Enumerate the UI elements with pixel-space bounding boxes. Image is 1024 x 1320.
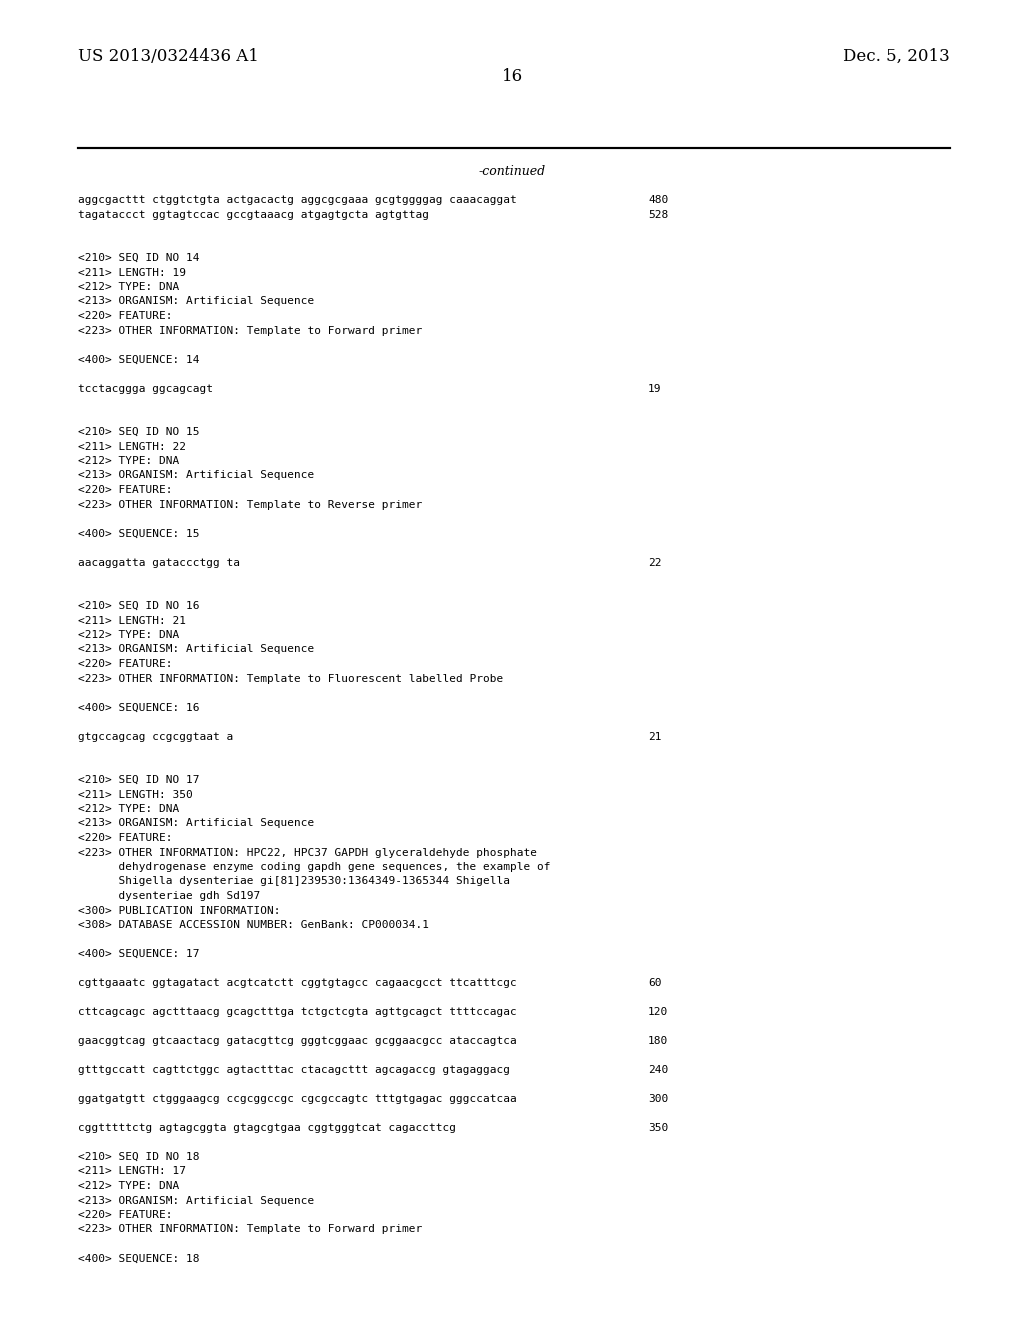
Text: <213> ORGANISM: Artificial Sequence: <213> ORGANISM: Artificial Sequence — [78, 818, 314, 829]
Text: <300> PUBLICATION INFORMATION:: <300> PUBLICATION INFORMATION: — [78, 906, 281, 916]
Text: tcctacggga ggcagcagt: tcctacggga ggcagcagt — [78, 384, 213, 393]
Text: cggtttttctg agtagcggta gtagcgtgaa cggtgggtcat cagaccttcg: cggtttttctg agtagcggta gtagcgtgaa cggtgg… — [78, 1123, 456, 1133]
Text: <211> LENGTH: 21: <211> LENGTH: 21 — [78, 615, 186, 626]
Text: <223> OTHER INFORMATION: HPC22, HPC37 GAPDH glyceraldehyde phosphate: <223> OTHER INFORMATION: HPC22, HPC37 GA… — [78, 847, 537, 858]
Text: dehydrogenase enzyme coding gapdh gene sequences, the example of: dehydrogenase enzyme coding gapdh gene s… — [78, 862, 551, 873]
Text: <223> OTHER INFORMATION: Template to Forward primer: <223> OTHER INFORMATION: Template to For… — [78, 1225, 422, 1234]
Text: -continued: -continued — [478, 165, 546, 178]
Text: 350: 350 — [648, 1123, 669, 1133]
Text: <212> TYPE: DNA: <212> TYPE: DNA — [78, 455, 179, 466]
Text: <220> FEATURE:: <220> FEATURE: — [78, 1210, 172, 1220]
Text: <400> SEQUENCE: 16: <400> SEQUENCE: 16 — [78, 702, 200, 713]
Text: 19: 19 — [648, 384, 662, 393]
Text: <210> SEQ ID NO 17: <210> SEQ ID NO 17 — [78, 775, 200, 785]
Text: <400> SEQUENCE: 17: <400> SEQUENCE: 17 — [78, 949, 200, 960]
Text: 21: 21 — [648, 731, 662, 742]
Text: Shigella dysenteriae gi[81]239530:1364349-1365344 Shigella: Shigella dysenteriae gi[81]239530:136434… — [78, 876, 510, 887]
Text: <308> DATABASE ACCESSION NUMBER: GenBank: CP000034.1: <308> DATABASE ACCESSION NUMBER: GenBank… — [78, 920, 429, 931]
Text: 60: 60 — [648, 978, 662, 987]
Text: <210> SEQ ID NO 14: <210> SEQ ID NO 14 — [78, 253, 200, 263]
Text: 240: 240 — [648, 1065, 669, 1074]
Text: <220> FEATURE:: <220> FEATURE: — [78, 833, 172, 843]
Text: <400> SEQUENCE: 15: <400> SEQUENCE: 15 — [78, 528, 200, 539]
Text: <211> LENGTH: 19: <211> LENGTH: 19 — [78, 268, 186, 277]
Text: <211> LENGTH: 350: <211> LENGTH: 350 — [78, 789, 193, 800]
Text: cttcagcagc agctttaacg gcagctttga tctgctcgta agttgcagct ttttccagac: cttcagcagc agctttaacg gcagctttga tctgctc… — [78, 1007, 517, 1016]
Text: <220> FEATURE:: <220> FEATURE: — [78, 312, 172, 321]
Text: <223> OTHER INFORMATION: Template to Forward primer: <223> OTHER INFORMATION: Template to For… — [78, 326, 422, 335]
Text: <212> TYPE: DNA: <212> TYPE: DNA — [78, 630, 179, 640]
Text: gtgccagcag ccgcggtaat a: gtgccagcag ccgcggtaat a — [78, 731, 233, 742]
Text: <220> FEATURE:: <220> FEATURE: — [78, 659, 172, 669]
Text: <400> SEQUENCE: 14: <400> SEQUENCE: 14 — [78, 355, 200, 364]
Text: <213> ORGANISM: Artificial Sequence: <213> ORGANISM: Artificial Sequence — [78, 1196, 314, 1205]
Text: <400> SEQUENCE: 18: <400> SEQUENCE: 18 — [78, 1254, 200, 1263]
Text: <212> TYPE: DNA: <212> TYPE: DNA — [78, 282, 179, 292]
Text: 120: 120 — [648, 1007, 669, 1016]
Text: tagataccct ggtagtccac gccgtaaacg atgagtgcta agtgttag: tagataccct ggtagtccac gccgtaaacg atgagtg… — [78, 210, 429, 219]
Text: gaacggtcag gtcaactacg gatacgttcg gggtcggaac gcggaacgcc ataccagtca: gaacggtcag gtcaactacg gatacgttcg gggtcgg… — [78, 1036, 517, 1045]
Text: <210> SEQ ID NO 18: <210> SEQ ID NO 18 — [78, 1152, 200, 1162]
Text: <213> ORGANISM: Artificial Sequence: <213> ORGANISM: Artificial Sequence — [78, 644, 314, 655]
Text: aacaggatta gataccctgg ta: aacaggatta gataccctgg ta — [78, 557, 240, 568]
Text: 300: 300 — [648, 1094, 669, 1104]
Text: <212> TYPE: DNA: <212> TYPE: DNA — [78, 804, 179, 814]
Text: gtttgccatt cagttctggc agtactttac ctacagcttt agcagaccg gtagaggacg: gtttgccatt cagttctggc agtactttac ctacagc… — [78, 1065, 510, 1074]
Text: <220> FEATURE:: <220> FEATURE: — [78, 484, 172, 495]
Text: ggatgatgtt ctgggaagcg ccgcggccgc cgcgccagtc tttgtgagac gggccatcaa: ggatgatgtt ctgggaagcg ccgcggccgc cgcgcca… — [78, 1094, 517, 1104]
Text: <213> ORGANISM: Artificial Sequence: <213> ORGANISM: Artificial Sequence — [78, 470, 314, 480]
Text: <210> SEQ ID NO 16: <210> SEQ ID NO 16 — [78, 601, 200, 611]
Text: 528: 528 — [648, 210, 669, 219]
Text: 16: 16 — [502, 69, 522, 84]
Text: 22: 22 — [648, 557, 662, 568]
Text: Dec. 5, 2013: Dec. 5, 2013 — [843, 48, 950, 65]
Text: <223> OTHER INFORMATION: Template to Reverse primer: <223> OTHER INFORMATION: Template to Rev… — [78, 499, 422, 510]
Text: <211> LENGTH: 22: <211> LENGTH: 22 — [78, 441, 186, 451]
Text: 480: 480 — [648, 195, 669, 205]
Text: <211> LENGTH: 17: <211> LENGTH: 17 — [78, 1167, 186, 1176]
Text: cgttgaaatc ggtagatact acgtcatctt cggtgtagcc cagaacgcct ttcatttcgc: cgttgaaatc ggtagatact acgtcatctt cggtgta… — [78, 978, 517, 987]
Text: <212> TYPE: DNA: <212> TYPE: DNA — [78, 1181, 179, 1191]
Text: aggcgacttt ctggtctgta actgacactg aggcgcgaaa gcgtggggag caaacaggat: aggcgacttt ctggtctgta actgacactg aggcgcg… — [78, 195, 517, 205]
Text: 180: 180 — [648, 1036, 669, 1045]
Text: US 2013/0324436 A1: US 2013/0324436 A1 — [78, 48, 259, 65]
Text: <210> SEQ ID NO 15: <210> SEQ ID NO 15 — [78, 426, 200, 437]
Text: <223> OTHER INFORMATION: Template to Fluorescent labelled Probe: <223> OTHER INFORMATION: Template to Flu… — [78, 673, 503, 684]
Text: dysenteriae gdh Sd197: dysenteriae gdh Sd197 — [78, 891, 260, 902]
Text: <213> ORGANISM: Artificial Sequence: <213> ORGANISM: Artificial Sequence — [78, 297, 314, 306]
